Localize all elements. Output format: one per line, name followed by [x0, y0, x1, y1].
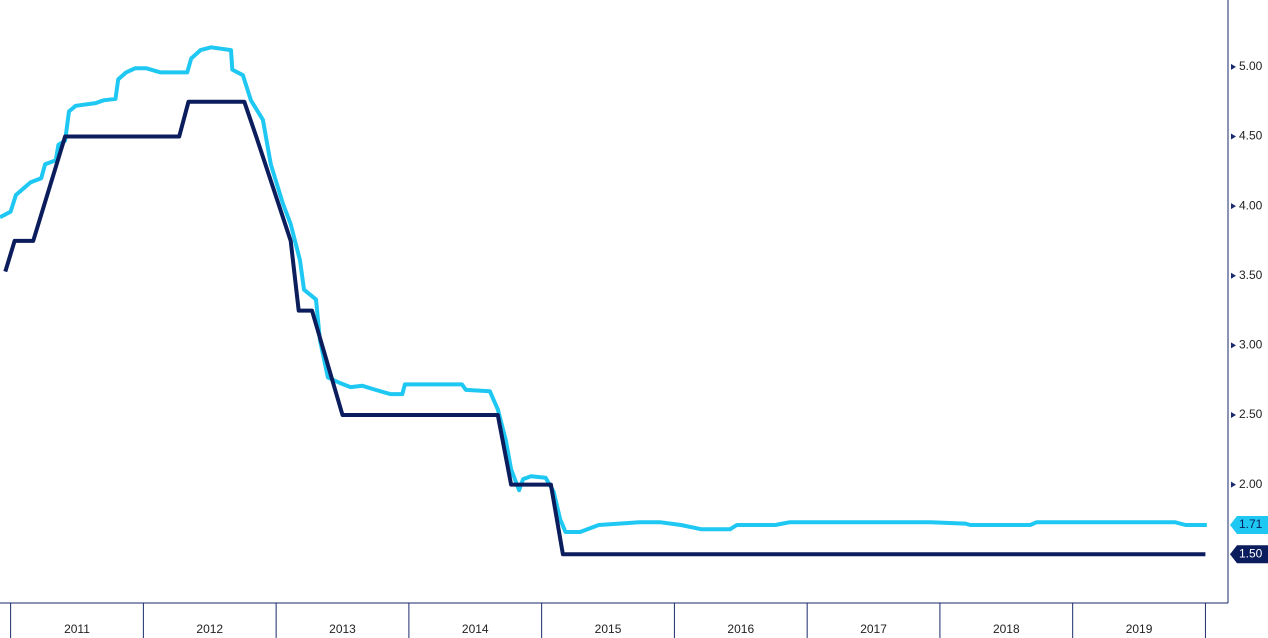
x-tick-label: 2019 — [1126, 622, 1153, 636]
y-tick-label: 3.50 — [1239, 268, 1263, 282]
last-value-tag — [1230, 516, 1268, 535]
y-tick-label: 3.00 — [1239, 338, 1263, 352]
x-tick-label: 2014 — [462, 622, 489, 636]
x-tick-label: 2017 — [860, 622, 887, 636]
y-tick-mark — [1231, 63, 1236, 70]
y-tick-label: 4.00 — [1239, 198, 1263, 212]
y-tick-mark — [1231, 272, 1236, 279]
y-tick-mark — [1231, 133, 1236, 140]
last-value-label: 1.50 — [1239, 546, 1263, 560]
y-tick-label: 4.50 — [1239, 129, 1263, 143]
x-tick-label: 2011 — [64, 622, 90, 636]
x-tick-label: 2012 — [196, 622, 223, 636]
y-tick-label: 2.50 — [1239, 407, 1263, 421]
x-tick-label: 2015 — [595, 622, 622, 636]
x-tick-label: 2013 — [329, 622, 356, 636]
line-series — [0, 45, 1207, 534]
x-tick-label: 2018 — [993, 622, 1020, 636]
y-tick-mark — [1231, 203, 1236, 210]
x-tick-label: 2016 — [727, 622, 754, 636]
last-value-label: 1.71 — [1239, 517, 1263, 531]
y-tick-mark — [1231, 481, 1236, 488]
last-value-tag — [1230, 545, 1268, 564]
line-series — [3, 99, 1206, 557]
y-tick-mark — [1231, 342, 1236, 349]
y-tick-label: 2.00 — [1239, 477, 1263, 491]
y-tick-mark — [1231, 411, 1236, 418]
y-tick-label: 5.00 — [1239, 59, 1263, 73]
